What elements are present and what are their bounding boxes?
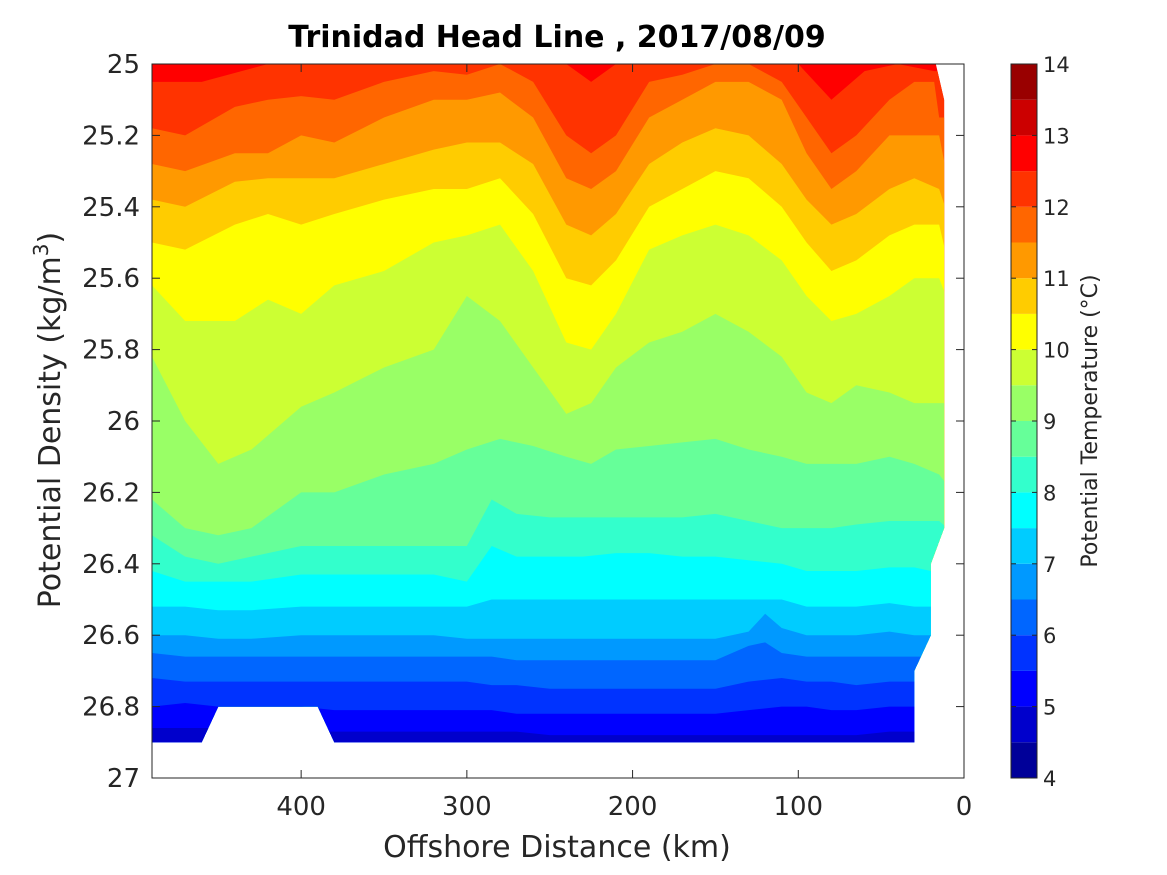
colorbar-tick-label: 10 [1043,339,1070,363]
colorbar: 4 5 6 7 8 9 10 11 12 13 14 [1010,53,1070,791]
x-tick-label: 100 [773,792,823,822]
colorbar-swatch [1011,421,1037,457]
colorbar-tick-label: 14 [1043,53,1070,77]
colorbar-swatch [1011,206,1037,243]
y-axis-label-main: Potential Density (kg/m [33,256,68,608]
y-axis-label-close: ) [33,232,68,244]
y-axis-label-superscript: 3 [29,243,53,256]
colorbar-swatch [1011,635,1037,671]
colorbar-swatch [1011,278,1037,314]
contour-plot-area [152,64,945,743]
colorbar-swatch [1011,171,1037,207]
y-tick-label: 25.6 [82,264,140,294]
y-tick-label: 26.4 [82,550,140,580]
colorbar-swatch [1011,64,1037,100]
x-tick-label: 0 [956,792,973,822]
contour-band-4.5 [152,728,945,743]
chart-title: Trinidad Head Line , 2017/08/09 [288,20,825,55]
colorbar-tick-label: 8 [1043,481,1056,505]
contour-band-5 [152,703,945,743]
colorbar-swatch [1011,242,1037,279]
x-tick-label: 200 [608,792,658,822]
colorbar-swatch [1011,599,1037,636]
colorbar-tick-label: 6 [1043,624,1056,648]
colorbar-swatch [1011,528,1037,564]
y-tick-label: 25.2 [82,121,140,151]
x-axis-label: Offshore Distance (km) [383,830,731,865]
colorbar-tick-label: 13 [1043,124,1070,148]
colorbar-tick-label: 9 [1043,410,1056,434]
y-tick-label: 26.2 [82,478,140,508]
y-axis-label: Potential Density (kg/m3) [29,232,68,608]
y-tick-label: 26.6 [82,621,140,651]
colorbar-tick-label: 4 [1043,767,1056,791]
x-tick-label: 300 [442,792,492,822]
colorbar-swatch [1011,99,1037,136]
colorbar-label: Potential Temperature (°C) [1078,274,1103,567]
y-tick-label: 26 [107,407,140,437]
colorbar-swatch [1011,742,1037,778]
colorbar-swatch [1011,563,1037,600]
y-tick-label: 27 [107,764,140,794]
colorbar-swatch [1011,313,1037,350]
colorbar-tick-label: 7 [1043,553,1056,577]
y-tick-label: 25.4 [82,193,140,223]
colorbar-swatch [1011,385,1037,421]
colorbar-swatch [1011,456,1037,493]
y-tick-label: 25.8 [82,336,140,366]
colorbar-tick-label: 11 [1043,267,1070,291]
colorbar-tick-label: 12 [1043,196,1070,220]
colorbar-swatch [1011,135,1037,172]
y-tick-label: 26.8 [82,693,140,723]
axes: 400 300 200 100 0 25 25.2 25.4 25.6 25.8 26 26.2 26.… [82,50,972,822]
colorbar-swatch [1011,349,1037,386]
x-tick-label: 400 [276,792,326,822]
y-tick-label: 25 [107,50,140,80]
colorbar-swatch [1011,492,1037,529]
colorbar-swatch [1011,670,1037,707]
colorbar-tick-label: 5 [1043,696,1056,720]
colorbar-swatch [1011,706,1037,743]
